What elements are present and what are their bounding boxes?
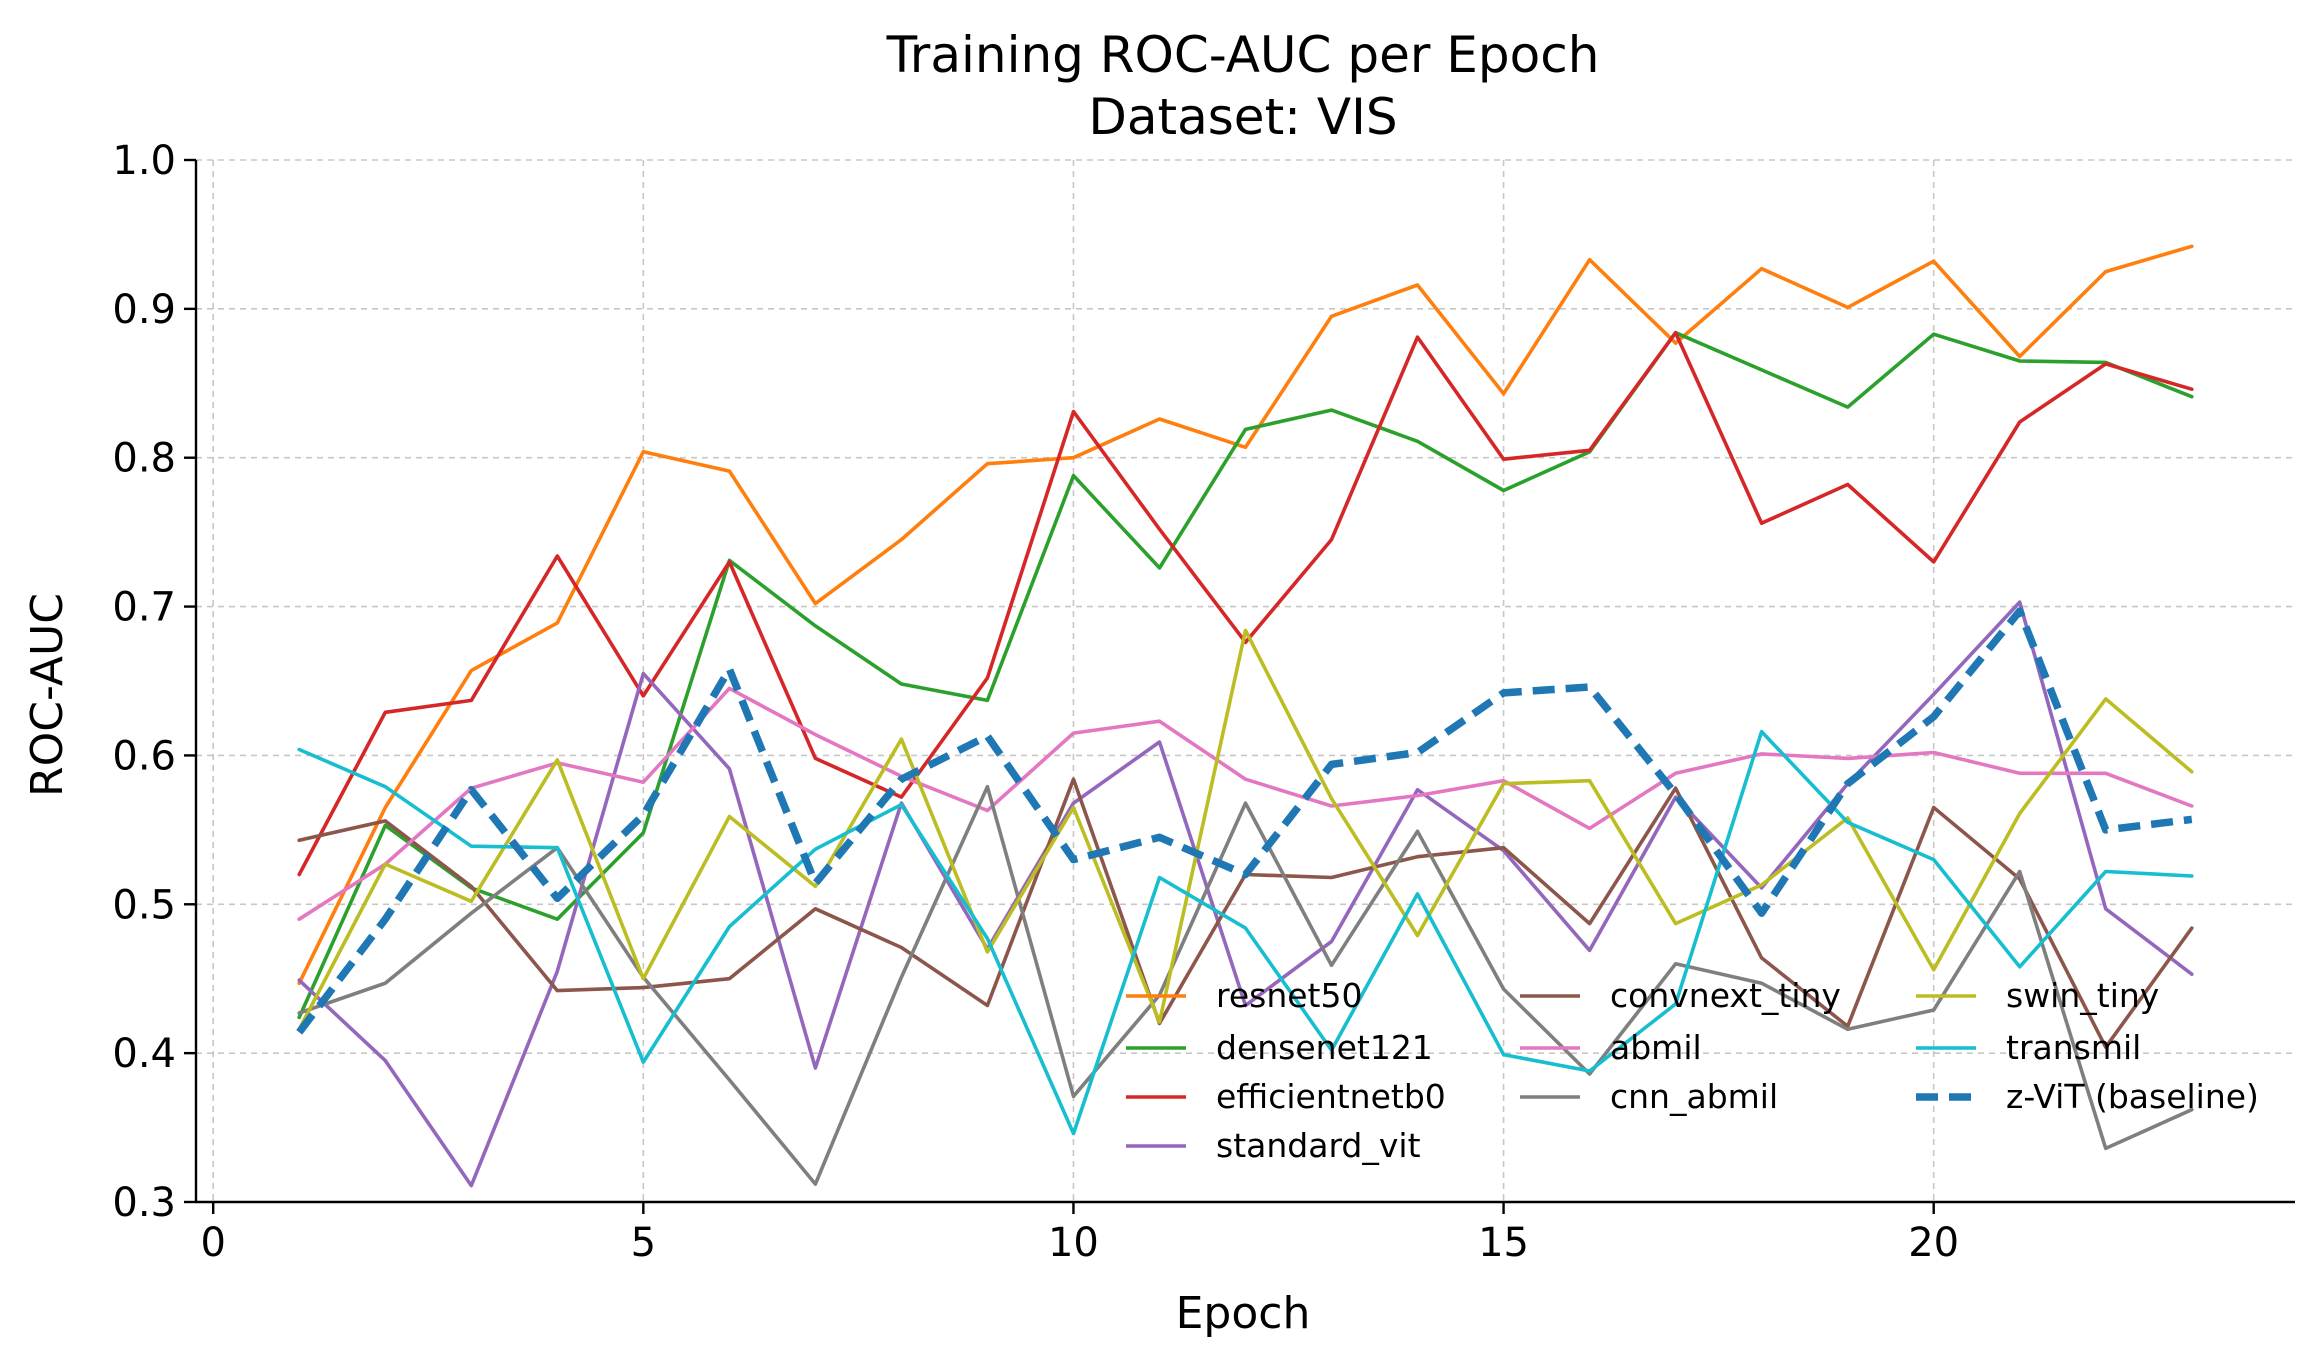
series-line-efficientnetb0: [297, 330, 2194, 877]
legend-label: cnn_abmil: [1610, 1077, 1778, 1116]
series-line-z-vit-baseline-: [296, 607, 2193, 1035]
y-tick-label: 1.0: [112, 138, 176, 184]
series-line-cnn-abmil: [297, 784, 2194, 1186]
legend-label: convnext_tiny: [1610, 976, 1841, 1015]
y-tick-label: 0.6: [112, 733, 176, 779]
legend-label: swin_tiny: [2006, 976, 2159, 1015]
legend-label: resnet50: [1216, 976, 1363, 1015]
x-tick-label: 0: [200, 1220, 225, 1266]
series-line-transmil: [297, 729, 2194, 1136]
legend-label: abmil: [1610, 1028, 1702, 1067]
legend-label: transmil: [2006, 1028, 2141, 1067]
x-tick-label: 15: [1478, 1220, 1529, 1266]
y-tick-label: 0.8: [112, 436, 176, 482]
x-axis-label: Epoch: [1176, 1288, 1311, 1339]
y-tick-label: 0.4: [112, 1031, 176, 1077]
y-tick-label: 0.7: [112, 585, 176, 631]
y-axis-label: ROC-AUC: [22, 593, 73, 797]
chart-title: Training ROC-AUC per Epoch: [886, 26, 1600, 84]
y-tick-label: 0.9: [112, 287, 176, 333]
chart-subtitle: Dataset: VIS: [1088, 88, 1397, 146]
y-tick-label: 0.5: [112, 882, 176, 928]
series-line-resnet50: [297, 244, 2194, 986]
legend-label: densenet121: [1216, 1028, 1433, 1067]
series-line-densenet121: [297, 330, 2194, 1020]
legend-label: efficientnetb0: [1216, 1077, 1446, 1116]
series-line-standard-vit: [297, 600, 2194, 1188]
x-tick-label: 5: [631, 1220, 656, 1266]
axes: [194, 160, 2295, 1204]
series-line-swin-tiny: [297, 628, 2194, 1032]
legend-label: standard_vit: [1216, 1126, 1421, 1165]
legend: resnet50 densenet121 efficientnetb0 standar…: [1126, 976, 2259, 1165]
x-tick-label: 10: [1048, 1220, 1099, 1266]
series-line-abmil: [297, 686, 2194, 922]
y-tick-label: 0.3: [112, 1180, 176, 1226]
legend-label: z-ViT (baseline): [2006, 1077, 2259, 1116]
ticks: 0 5 10 15 20 0.3 0.4 0.5 0.6 0.7 0.8 0.9 1.0: [112, 138, 1959, 1266]
series-lines: [296, 244, 2194, 1188]
x-tick-label: 20: [1908, 1220, 1959, 1266]
